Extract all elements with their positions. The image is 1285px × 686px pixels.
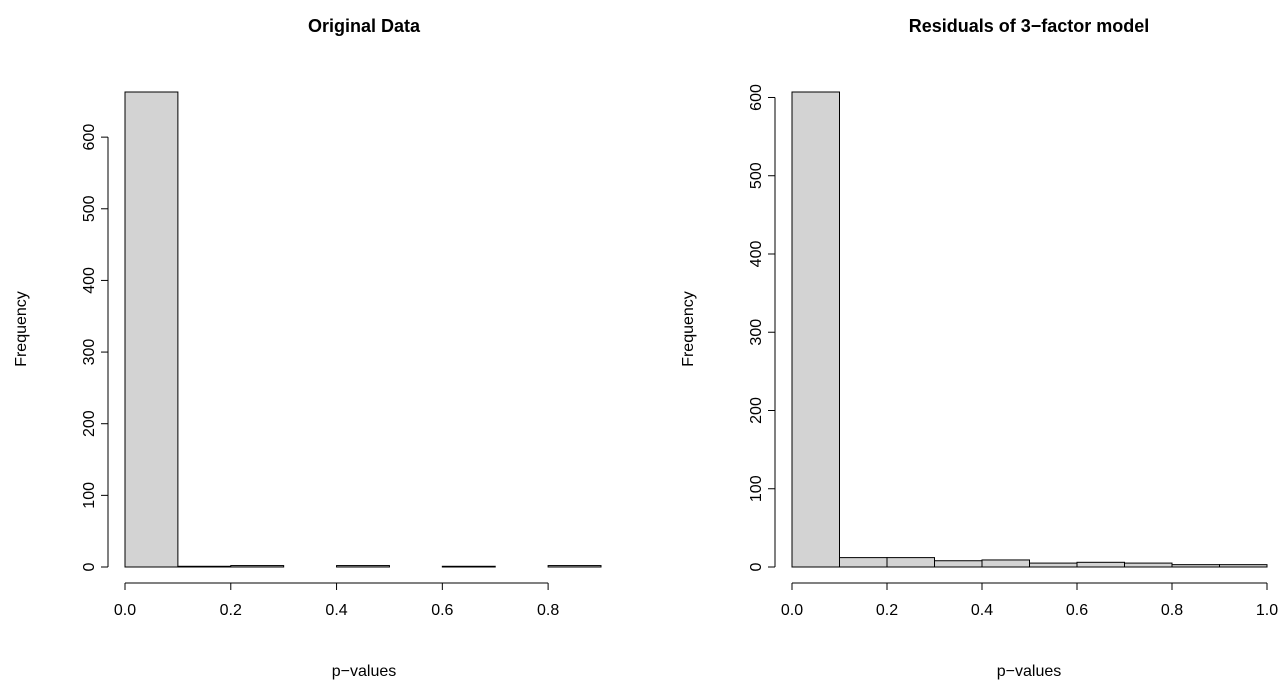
right-histogram-bar: [1171, 564, 1220, 568]
left-bars: [124, 91, 602, 568]
right-histogram-bar: [886, 557, 935, 568]
left-histogram-bar: [124, 91, 179, 568]
right-y-tick-label: 0: [748, 562, 765, 571]
right-y-tick-label: 100: [748, 475, 765, 502]
left-x-tick-label: 0.6: [431, 602, 453, 619]
right-histogram-bar: [934, 560, 983, 568]
right-y-tick-label: 500: [748, 162, 765, 189]
right-histogram-bar: [1124, 562, 1173, 568]
left-x-tick-label: 0.4: [325, 602, 347, 619]
left-chart-title: Original Data: [308, 16, 421, 36]
left-histogram-panel: Original Data p−values Frequency 0.0 0.2 0…: [13, 16, 602, 680]
left-y-tick-label: 200: [81, 410, 98, 437]
right-histogram-bar: [791, 91, 840, 568]
left-histogram-bar: [441, 565, 496, 568]
right-histogram-bar: [981, 559, 1030, 568]
left-x-axis-label: p−values: [332, 663, 397, 680]
left-y-tick-label: 600: [81, 124, 98, 151]
left-histogram-bar: [177, 565, 232, 568]
left-y-tick-label: 300: [81, 339, 98, 366]
right-y-tick-label: 300: [748, 319, 765, 346]
left-histogram-bar: [230, 565, 285, 568]
right-bars: [791, 91, 1268, 568]
right-histogram-bar: [1076, 561, 1125, 568]
right-y-tick-label: 200: [748, 397, 765, 424]
left-y-tick-label: 0: [81, 562, 98, 571]
right-x-tick-label: 0.0: [781, 602, 803, 619]
left-y-axis-label: Frequency: [13, 291, 30, 367]
right-y-tick-label: 400: [748, 241, 765, 268]
left-histogram-bar: [547, 565, 602, 568]
right-x-tick-label: 0.2: [876, 602, 898, 619]
left-x-tick-label: 0.0: [114, 602, 136, 619]
left-y-tick-label: 400: [81, 267, 98, 294]
right-y-axis-label: Frequency: [680, 291, 697, 367]
left-histogram-bar: [336, 565, 390, 568]
left-y-tick-label: 100: [81, 482, 98, 509]
right-chart-title: Residuals of 3−factor model: [909, 16, 1150, 36]
right-histogram-bar: [1219, 564, 1268, 568]
right-x-tick-label: 0.6: [1066, 602, 1088, 619]
right-x-axis-label: p−values: [997, 663, 1062, 680]
left-x-tick-label: 0.2: [220, 602, 242, 619]
right-histogram-panel: Residuals of 3−factor model p−values Fre…: [680, 16, 1278, 680]
left-x-tick-label: 0.8: [537, 602, 559, 619]
right-x-tick-label: 1.0: [1256, 602, 1278, 619]
right-histogram-bar: [839, 557, 888, 568]
right-x-tick-label: 0.8: [1161, 602, 1183, 619]
left-y-tick-label: 500: [81, 195, 98, 222]
right-axes: 0.0 0.2 0.4 0.6 0.8 1.0 0 100 200 300 400 500 600: [748, 84, 1278, 619]
left-axes: 0.0 0.2 0.4 0.6 0.8 0 100 200 300 400 500 600: [81, 124, 559, 619]
right-x-tick-label: 0.4: [971, 602, 993, 619]
right-y-tick-label: 600: [748, 84, 765, 111]
right-histogram-bar: [1029, 562, 1078, 568]
